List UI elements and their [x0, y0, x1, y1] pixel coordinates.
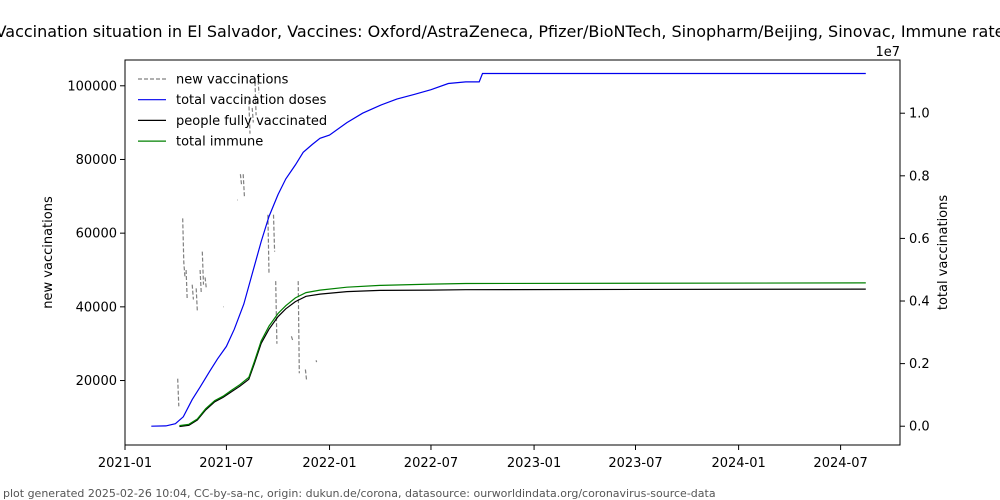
- series-new-segment: [257, 74, 260, 94]
- y-axis-right: 0.0 0.2 0.4 0.6 0.8 1.0: [900, 107, 930, 435]
- series-new-segment: [290, 336, 294, 341]
- plot-frame: [124, 59, 901, 446]
- series-new-segment: [177, 378, 180, 407]
- x-tick-label: 2023-01: [507, 456, 561, 471]
- x-tick-label: 2024-01: [711, 456, 765, 471]
- y-left-tick-label: 40000: [76, 300, 117, 315]
- y-left-tick-label: 60000: [76, 227, 117, 242]
- series-immune-line: [179, 282, 866, 427]
- legend-label-total: total vaccination doses: [176, 93, 327, 108]
- footer-note: plot generated 2025-02-26 10:04, CC-by-s…: [3, 487, 716, 500]
- series-new-segment: [242, 174, 245, 197]
- y-axis-right-label: total vaccinations: [936, 195, 951, 311]
- x-tick-label: 2021-07: [199, 456, 253, 471]
- series-new-segment: [182, 218, 186, 278]
- chart-title: Vaccination situation in El Salvador, Va…: [0, 22, 1000, 41]
- x-tick-label: 2024-07: [813, 456, 867, 471]
- y-left-tick-label: 100000: [67, 79, 117, 94]
- y-axis-right-multiplier: 1e7: [875, 45, 900, 60]
- y-right-tick-label: 1.0: [909, 107, 930, 122]
- series-new-segment: [199, 269, 202, 293]
- series-new-segment: [248, 100, 251, 134]
- series-new-segment: [275, 281, 278, 344]
- series-fully-line: [179, 288, 866, 428]
- x-tick-label: 2022-01: [302, 456, 356, 471]
- x-tick-label: 2022-07: [404, 456, 458, 471]
- x-tick-label: 2023-07: [608, 456, 662, 471]
- series-new-segment: [304, 369, 308, 381]
- y-right-tick-label: 0.6: [909, 232, 930, 247]
- series-new-segment: [297, 281, 300, 374]
- plot-content: [151, 72, 866, 428]
- x-axis: 2021-01 2021-07 2022-01 2022-07 2023-01 2023-…: [98, 445, 868, 471]
- legend-label-immune: total immune: [176, 135, 263, 150]
- series-new-segment: [195, 288, 198, 311]
- series-new-segment: [201, 251, 205, 285]
- series-new-segment: [191, 284, 194, 300]
- series-new-segment: [272, 214, 276, 252]
- y-right-tick-label: 0.2: [909, 357, 930, 372]
- y-axis-left-label: new vaccinations: [41, 196, 56, 309]
- y-axis-left: 20000 40000 60000 80000 100000: [67, 79, 125, 389]
- legend-label-new: new vaccinations: [176, 73, 289, 88]
- series-new-segment: [185, 269, 188, 300]
- y-right-tick-label: 0.4: [909, 295, 930, 310]
- series-total-line: [151, 72, 866, 427]
- series-new-segment: [251, 107, 254, 123]
- series-new-segment: [239, 174, 243, 186]
- x-tick-label: 2021-01: [98, 456, 152, 471]
- y-right-tick-label: 0.0: [909, 420, 930, 435]
- legend-label-fully: people fully vaccinated: [176, 114, 327, 129]
- series-new-segment: [315, 360, 318, 363]
- y-right-tick-label: 0.8: [909, 169, 930, 184]
- y-left-tick-label: 80000: [76, 153, 117, 168]
- series-new-segment: [267, 214, 270, 274]
- series-new-segment: [204, 277, 207, 289]
- legend: new vaccinations total vaccination doses p…: [138, 73, 327, 150]
- y-left-tick-label: 20000: [76, 374, 117, 389]
- series-new-segment: [254, 82, 257, 116]
